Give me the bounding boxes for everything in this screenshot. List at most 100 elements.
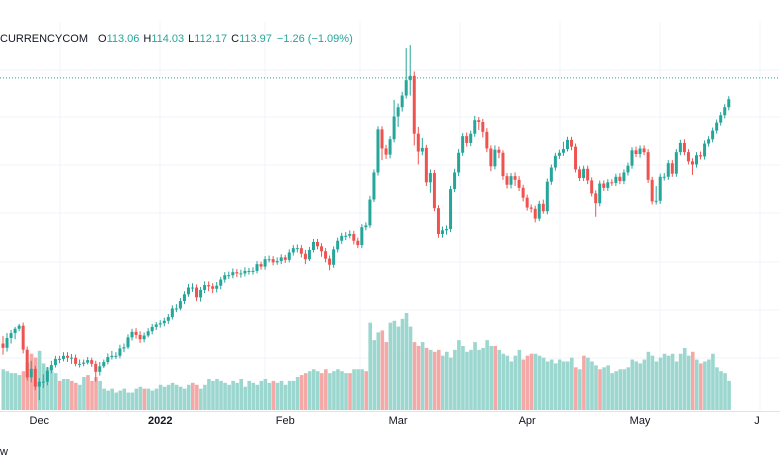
candle-body (106, 357, 110, 362)
volume-bar (561, 361, 566, 410)
volume-bar (428, 349, 433, 410)
candle-body (328, 258, 332, 265)
candle-body (533, 208, 537, 219)
time-axis-label: J (754, 415, 760, 427)
volume-bar (396, 326, 401, 410)
candle-body (501, 152, 505, 177)
volume-bar (634, 361, 639, 410)
candle-body (537, 203, 541, 219)
volume-bar (432, 351, 437, 410)
candle-body (344, 235, 348, 237)
candle-body (90, 360, 94, 364)
volume-bar (703, 361, 707, 410)
volume-bar (275, 382, 280, 410)
candle-body (94, 363, 98, 372)
volume-bar (279, 380, 284, 410)
candle-body (590, 180, 594, 194)
candle-body (594, 193, 598, 204)
candle-body (711, 130, 715, 140)
change-value: −1.26 (−1.09%) (276, 33, 353, 45)
candle-body (311, 242, 315, 250)
volume-bar (586, 357, 590, 410)
volume-bar (557, 359, 562, 410)
volume-bar (529, 353, 534, 410)
time-axis-label: Feb (275, 415, 295, 427)
volume-bar (440, 355, 445, 410)
volume-bar (469, 349, 473, 410)
volume-bar (271, 380, 276, 410)
candle-body (324, 251, 328, 259)
candle-body (428, 173, 432, 183)
candle-body (695, 155, 699, 165)
volume-bar (239, 378, 243, 410)
candle-body (118, 348, 122, 356)
candle-body (235, 272, 239, 274)
candle-body (255, 264, 259, 271)
candle-body (199, 290, 203, 298)
candle-body (719, 115, 723, 123)
time-axis-label: Apr (518, 415, 536, 427)
open-label: O (98, 33, 107, 45)
volume-bar (328, 373, 332, 410)
candle-body (170, 308, 174, 318)
candle-body (578, 169, 582, 178)
volume-bar (686, 355, 691, 410)
volume-bar (618, 369, 622, 410)
candle-body (239, 273, 243, 275)
volume-bar (267, 382, 272, 410)
symbol-name[interactable]: CURRENCYCOM (0, 33, 88, 45)
volume-bar (303, 373, 308, 410)
high-label: H (143, 33, 152, 45)
candle-body (436, 208, 440, 234)
candle-body (279, 257, 283, 262)
candle-body (126, 337, 130, 348)
candle-body (348, 234, 352, 236)
candle-body (662, 176, 666, 178)
candle-body (505, 176, 509, 185)
candle-body (320, 246, 324, 252)
candle-body (602, 183, 606, 188)
candle-body (489, 148, 493, 167)
candle-body (41, 381, 45, 383)
candle-body (315, 242, 319, 247)
candle-body (457, 152, 461, 173)
candle-body (570, 139, 574, 147)
volume-bar (574, 367, 578, 410)
candle-body (517, 179, 521, 188)
volume-bar (408, 326, 413, 410)
candle-body (336, 240, 340, 250)
volume-bar (424, 347, 429, 410)
candle-body (78, 363, 82, 365)
volume-bar (570, 357, 574, 410)
high-value: 114.03 (151, 33, 185, 45)
time-axis[interactable] (0, 411, 780, 434)
volume-bar (122, 388, 127, 410)
volume-bar (610, 373, 614, 410)
candle-body (529, 207, 533, 209)
volume-bar (45, 367, 50, 410)
volume-bar (348, 373, 352, 410)
volume-bar (453, 349, 457, 410)
candle-body (545, 181, 549, 212)
candle-body (150, 326, 154, 332)
volume-bar (191, 382, 195, 410)
candle-body (408, 75, 412, 81)
volume-bar (392, 320, 397, 410)
candle-body (598, 183, 602, 204)
volume-bar (493, 345, 498, 410)
volume-bar (654, 361, 659, 410)
volume-bar (243, 386, 248, 410)
price-chart[interactable] (0, 0, 780, 433)
candle-body (549, 167, 553, 182)
volume-bar (360, 369, 364, 410)
volume-bar (376, 332, 381, 410)
volume-bar (336, 369, 340, 410)
volume-bar (666, 355, 671, 410)
volume-bar (90, 380, 94, 410)
volume-bar (626, 367, 631, 410)
volume-bar (162, 386, 167, 410)
candle-body (138, 334, 142, 340)
candle-body (17, 325, 21, 329)
candle-body (715, 122, 719, 131)
